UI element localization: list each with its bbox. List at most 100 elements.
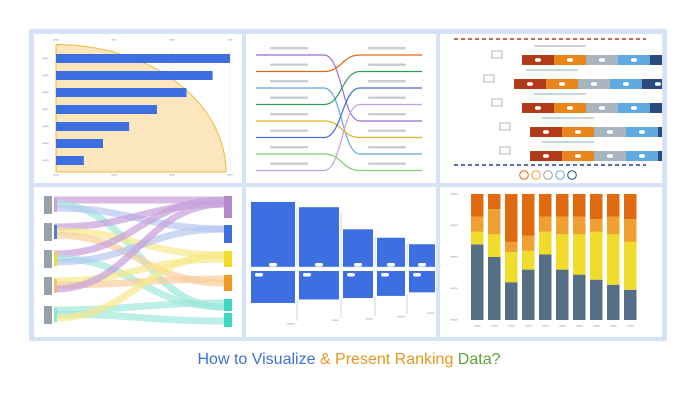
bar-segment bbox=[658, 127, 662, 137]
upper-value-pill bbox=[418, 263, 426, 267]
right-rank-label bbox=[368, 113, 406, 116]
column-segment bbox=[505, 282, 518, 320]
column-segment bbox=[607, 234, 620, 285]
value-label bbox=[397, 315, 405, 318]
column-segment bbox=[488, 234, 501, 257]
bar-segment bbox=[650, 103, 662, 113]
left-rank-label bbox=[270, 113, 308, 116]
mirrored-bar-chart bbox=[248, 202, 435, 325]
bump-line bbox=[256, 70, 422, 106]
column-segment bbox=[522, 235, 535, 251]
stacked-column-chart bbox=[450, 193, 637, 327]
sankey-source-band bbox=[54, 225, 57, 239]
left-rank-label bbox=[270, 96, 308, 99]
x-tick-label bbox=[576, 325, 583, 327]
sankey-target-node bbox=[224, 299, 232, 311]
segment-value-pill bbox=[599, 106, 605, 110]
column-segment bbox=[624, 289, 637, 320]
sankey-target-node bbox=[224, 225, 232, 243]
x-tick-label bbox=[53, 39, 59, 41]
value-label bbox=[331, 319, 339, 322]
value-label bbox=[427, 312, 435, 314]
horizontal-bar-chart bbox=[42, 39, 233, 176]
y-tick-label bbox=[450, 224, 458, 227]
sankey-source-node bbox=[44, 250, 52, 268]
segment-value-pill bbox=[527, 82, 533, 86]
left-rank-label bbox=[270, 129, 308, 132]
row-label-box bbox=[483, 74, 495, 83]
segment-value-pill bbox=[607, 154, 613, 158]
y-tick-label bbox=[42, 91, 49, 94]
sankey-source-band bbox=[54, 279, 57, 293]
y-tick-label bbox=[42, 108, 49, 111]
right-rank-label bbox=[368, 80, 406, 83]
lower-value-pill bbox=[347, 273, 355, 277]
column-segment bbox=[590, 194, 603, 220]
column-segment bbox=[488, 257, 501, 320]
right-rank-label bbox=[368, 129, 406, 132]
right-rank-label bbox=[368, 47, 406, 50]
x-tick-label bbox=[169, 174, 175, 176]
segment-value-pill bbox=[639, 130, 645, 134]
bump-line bbox=[256, 87, 422, 139]
sankey-link bbox=[53, 200, 225, 293]
column-segment bbox=[573, 216, 586, 235]
column-segment bbox=[471, 194, 484, 217]
x-tick-label bbox=[111, 174, 117, 176]
upper-value-pill bbox=[387, 263, 395, 267]
row-label-box bbox=[499, 122, 511, 131]
y-tick-label bbox=[450, 287, 458, 290]
segment-value-pill bbox=[543, 154, 549, 158]
bar bbox=[56, 105, 157, 114]
caption-part-3: Data? bbox=[457, 351, 501, 368]
sankey-link bbox=[53, 251, 225, 322]
left-rank-label bbox=[270, 162, 308, 165]
column-segment bbox=[590, 219, 603, 232]
y-tick-label bbox=[42, 142, 49, 145]
upper-value-pill bbox=[354, 263, 362, 267]
column-segment bbox=[505, 194, 518, 242]
bump-line bbox=[256, 153, 422, 172]
column-segment bbox=[590, 279, 603, 320]
sankey-target-node bbox=[224, 313, 232, 327]
panel-sankey bbox=[34, 187, 242, 337]
left-rank-label bbox=[270, 63, 308, 66]
x-tick-label bbox=[525, 325, 532, 327]
bump-chart bbox=[256, 47, 422, 172]
x-tick-label bbox=[508, 325, 515, 327]
sankey-chart bbox=[44, 196, 232, 327]
neutral-icon bbox=[543, 170, 553, 180]
sankey-link bbox=[53, 299, 225, 314]
value-label bbox=[365, 318, 373, 320]
column-segment bbox=[539, 254, 552, 320]
column-segment bbox=[539, 216, 552, 232]
column-segment bbox=[624, 241, 637, 290]
x-tick-label bbox=[610, 325, 617, 327]
bar bbox=[56, 54, 230, 63]
y-tick-label bbox=[42, 57, 49, 60]
segment-value-pill bbox=[567, 58, 573, 62]
row-label-box bbox=[491, 98, 503, 107]
x-tick-label bbox=[593, 325, 600, 327]
column-segment bbox=[556, 234, 569, 270]
segment-value-pill bbox=[623, 82, 629, 86]
sankey-target-node bbox=[224, 196, 232, 218]
column-segment bbox=[539, 194, 552, 217]
lower-value-pill bbox=[381, 273, 389, 277]
sankey-source-node bbox=[44, 196, 52, 214]
column-segment bbox=[471, 231, 484, 245]
lower-value-pill bbox=[413, 273, 421, 277]
bump-line bbox=[256, 87, 422, 155]
left-rank-label bbox=[270, 146, 308, 149]
bar bbox=[56, 71, 213, 80]
column-segment bbox=[522, 194, 535, 236]
column-segment bbox=[624, 194, 637, 220]
panel-horizontal-bar bbox=[34, 34, 242, 183]
row-caption bbox=[534, 45, 586, 47]
happy-icon bbox=[555, 170, 565, 180]
left-rank-label bbox=[270, 47, 308, 50]
y-tick-label bbox=[42, 125, 49, 128]
bar-segment bbox=[658, 151, 662, 161]
upper-bar bbox=[409, 244, 435, 267]
column-segment bbox=[590, 231, 603, 280]
